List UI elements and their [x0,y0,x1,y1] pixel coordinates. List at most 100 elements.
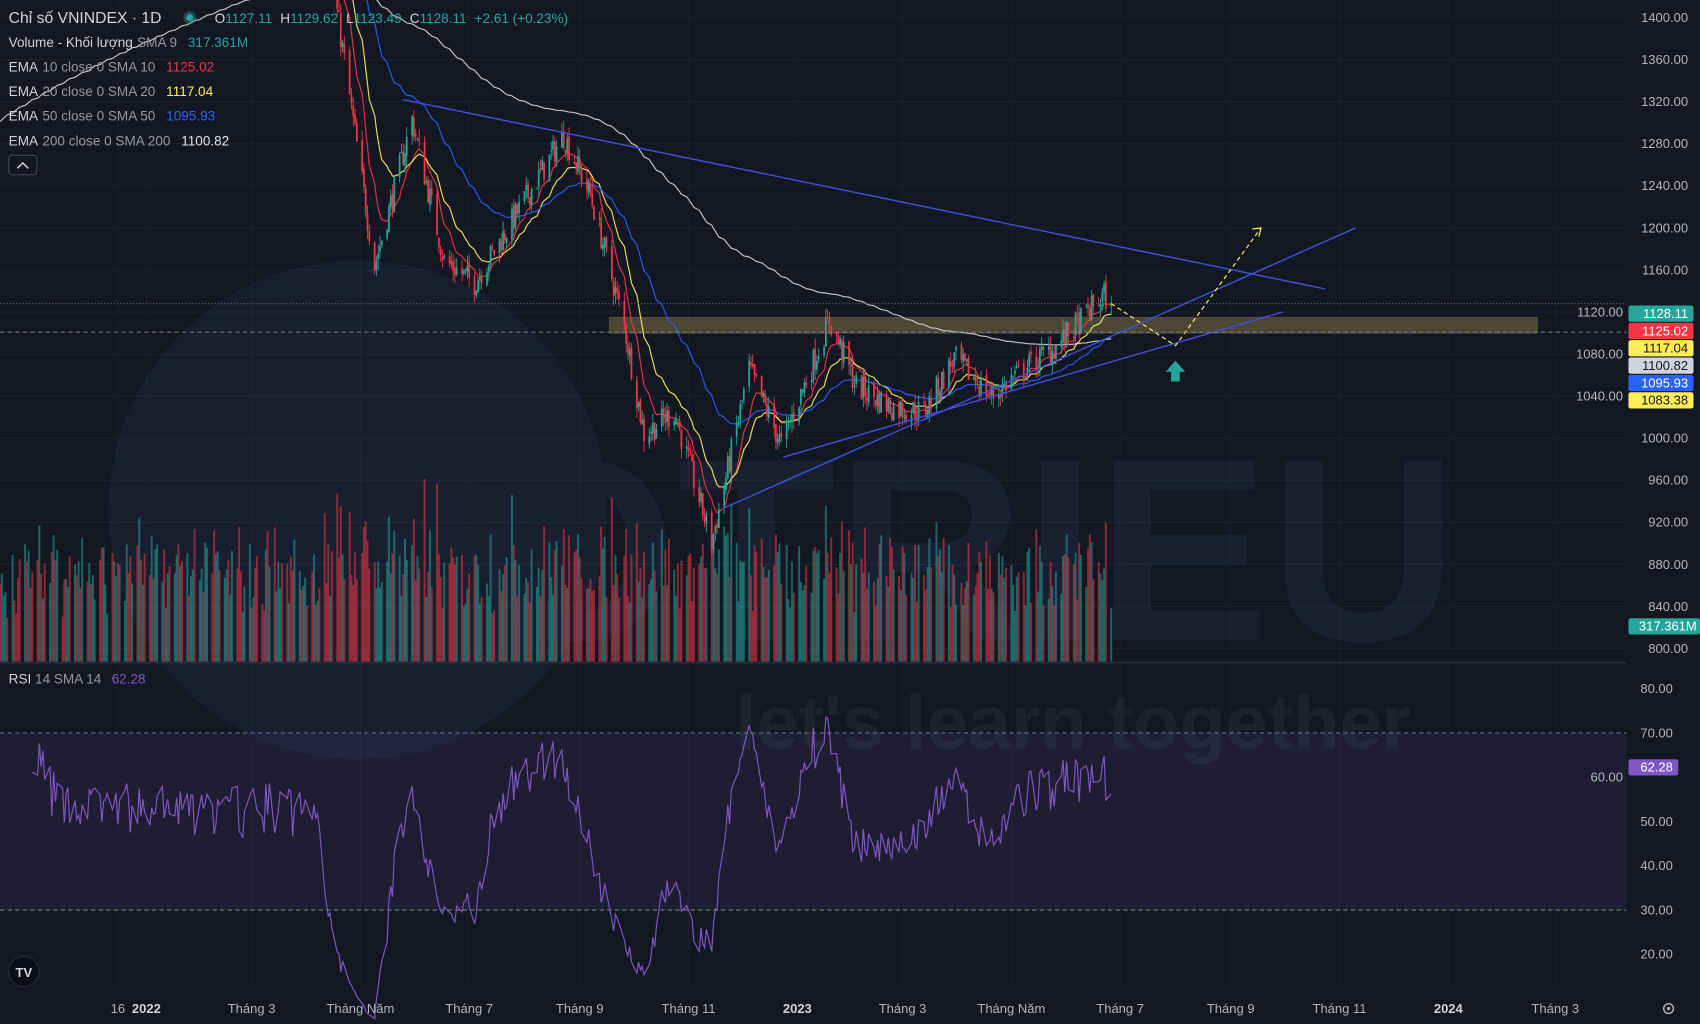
volume-bar [1012,585,1014,662]
volume-bar [356,579,358,661]
volume-bar [650,579,652,661]
volume-bar [90,584,92,662]
candle-body [977,384,979,385]
candle-body [677,422,679,426]
candle-body [399,155,401,177]
candle-body [352,105,354,116]
volume-bar [491,613,493,661]
volume-bar [1026,552,1028,662]
volume-bar [1014,611,1016,662]
volume-bar [468,574,470,662]
volume-bar [602,549,604,662]
volume-bar [44,563,46,661]
candle-body [962,354,964,361]
support-zone[interactable] [609,317,1537,333]
candle-body [618,292,620,299]
volume-bar [301,590,303,662]
candle-body [1018,364,1020,365]
indicator-legend-4[interactable]: EMA200 close 0 SMA 2001100.82 [9,133,230,148]
volume-bar [1055,571,1057,661]
volume-bar [215,554,217,661]
volume-bar [525,578,527,661]
indicator-params: SMA 9 [137,35,177,50]
volume-bar [327,544,329,662]
candle-body [825,318,827,347]
volume-bar [577,534,579,661]
volume-bar [636,524,638,662]
candle-body [586,179,588,189]
candle-body [989,392,991,394]
volume-bar [625,529,627,662]
volume-bar [361,553,363,662]
rsi-legend[interactable]: RSI 14 SMA 14 62.28 [9,671,146,686]
volume-bar [277,562,279,662]
volume-bar [980,562,982,662]
chart[interactable]: TOTRIEU let's learn together 1400.001360… [0,0,1700,1024]
volume-bar [149,575,151,662]
volume-bar [976,573,978,662]
candle-body [604,238,606,248]
candle-body [343,44,345,53]
volume-bar [227,560,229,662]
candle-body [887,400,889,411]
candle-body [413,117,415,136]
candle-body [404,153,406,165]
volume-bar [481,597,483,662]
volume-bar [224,578,226,662]
candle-body [376,261,378,270]
candle-body [613,282,615,296]
volume-bar [1025,605,1027,661]
candle-body [1101,292,1103,302]
volume-bar [188,596,190,661]
volume-bar [531,550,533,662]
candle-body [900,402,902,416]
candle-body [513,206,515,229]
tradingview-logo[interactable]: TV [9,957,39,987]
candle-body [1075,312,1077,335]
volume-bar [151,536,153,661]
price-axis-label: 840.00 [1648,599,1688,614]
candle-body [538,170,540,189]
candle-body [836,333,838,334]
candle-body [675,419,677,424]
volume-bar [864,528,866,662]
volume-bar [179,566,181,662]
candle-body [361,141,363,172]
candle-body [868,385,870,402]
symbol-title[interactable]: Chỉ số VNINDEX · 1D [9,10,162,27]
volume-bar [62,617,64,662]
candle-body [616,288,618,292]
volume-bar [429,530,431,661]
candle-body [864,376,866,396]
volume-bar [506,557,508,662]
price-axis-label: 1120.00 [1577,304,1623,319]
indicator-legend-0[interactable]: Volume - Khối lượngSMA 9317.361M [9,35,248,50]
volume-bar [511,495,513,661]
volume-bar [902,546,904,661]
volume-bar [486,583,488,661]
support-zone-rect[interactable] [609,317,1537,333]
candle-body [902,404,904,417]
candle-body [800,389,802,405]
volume-bar [573,553,575,662]
volume-bar [648,584,650,662]
candle-body [641,420,643,423]
volume-bar [29,588,31,662]
candle-body [477,280,479,292]
candle-body [656,429,658,439]
candle-body [961,345,963,361]
volume-bar [905,595,907,661]
volume-bar [713,535,715,661]
price-tag-label: 1128.11 [1643,306,1688,321]
volume-bar [1064,554,1066,662]
volume-bar [893,570,895,662]
candle-body [713,534,715,550]
candle-body [529,197,531,205]
volume-bar [923,575,925,662]
volume-bar [288,603,290,661]
volume-bar [852,543,854,662]
volume-bar [201,569,203,662]
candle-body [336,0,338,9]
collapse-legend-button[interactable] [9,155,37,175]
candle-body [663,408,665,417]
